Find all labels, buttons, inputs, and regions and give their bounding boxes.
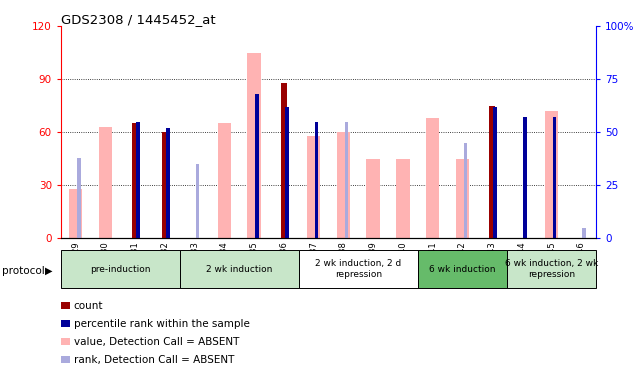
Bar [345, 122, 348, 238]
Bar [553, 117, 556, 238]
Bar [166, 128, 170, 238]
FancyBboxPatch shape [180, 250, 299, 288]
Text: rank, Detection Call = ABSENT: rank, Detection Call = ABSENT [74, 355, 234, 364]
Bar [545, 111, 558, 238]
Text: protocol: protocol [2, 266, 45, 276]
Text: percentile rank within the sample: percentile rank within the sample [74, 319, 249, 328]
Text: 2 wk induction: 2 wk induction [206, 265, 272, 274]
Bar [247, 53, 261, 238]
Bar [307, 136, 320, 238]
Bar [456, 159, 469, 238]
FancyBboxPatch shape [418, 250, 507, 288]
Text: ▶: ▶ [45, 266, 53, 276]
Bar [396, 159, 410, 238]
Bar [99, 127, 112, 238]
Bar [285, 107, 288, 238]
Bar [489, 106, 495, 238]
Bar [196, 164, 199, 238]
Bar [137, 122, 140, 238]
Bar [583, 228, 586, 238]
Bar [493, 107, 497, 238]
Bar [281, 83, 287, 238]
Bar [77, 158, 81, 238]
Bar [337, 132, 350, 238]
FancyBboxPatch shape [299, 250, 418, 288]
Bar [367, 159, 380, 238]
Text: 6 wk induction: 6 wk induction [429, 265, 495, 274]
FancyBboxPatch shape [61, 250, 180, 288]
Text: GDS2308 / 1445452_at: GDS2308 / 1445452_at [61, 13, 215, 26]
Bar [315, 122, 319, 238]
Bar [218, 123, 231, 238]
Bar [132, 123, 138, 238]
Bar [426, 118, 439, 238]
Bar [463, 143, 467, 238]
Bar [523, 117, 526, 238]
Bar [255, 94, 259, 238]
Text: pre-induction: pre-induction [90, 265, 151, 274]
Text: 2 wk induction, 2 d
repression: 2 wk induction, 2 d repression [315, 260, 401, 279]
Bar [162, 132, 168, 238]
Text: count: count [74, 301, 103, 310]
Text: 6 wk induction, 2 wk
repression: 6 wk induction, 2 wk repression [505, 260, 598, 279]
Bar [69, 189, 83, 238]
FancyBboxPatch shape [507, 250, 596, 288]
Text: value, Detection Call = ABSENT: value, Detection Call = ABSENT [74, 337, 239, 346]
